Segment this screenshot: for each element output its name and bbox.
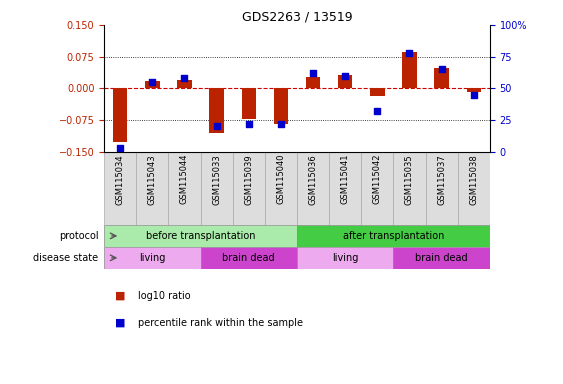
Bar <box>265 152 297 225</box>
Bar <box>297 152 329 225</box>
Point <box>244 121 253 127</box>
Bar <box>145 81 159 88</box>
Point <box>276 121 285 127</box>
Text: GSM115033: GSM115033 <box>212 154 221 205</box>
Bar <box>136 152 168 225</box>
Bar <box>361 152 394 225</box>
Text: GSM115036: GSM115036 <box>309 154 318 205</box>
Bar <box>104 152 136 225</box>
Bar <box>233 152 265 225</box>
Point <box>180 75 189 81</box>
Bar <box>329 152 361 225</box>
Text: brain dead: brain dead <box>415 253 468 263</box>
Bar <box>338 75 352 88</box>
Point <box>341 73 350 79</box>
Text: living: living <box>332 253 359 263</box>
Bar <box>297 225 490 247</box>
Point <box>405 50 414 56</box>
Bar <box>394 247 490 269</box>
Point <box>116 145 125 151</box>
Bar <box>426 152 458 225</box>
Bar <box>394 152 426 225</box>
Text: brain dead: brain dead <box>222 253 275 263</box>
Bar <box>104 247 200 269</box>
Point <box>437 66 446 73</box>
Text: GSM115035: GSM115035 <box>405 154 414 205</box>
Bar <box>297 247 394 269</box>
Text: protocol: protocol <box>59 231 99 241</box>
Point <box>469 92 478 98</box>
Bar <box>306 76 320 88</box>
Text: GSM115040: GSM115040 <box>276 154 285 204</box>
Bar <box>200 247 297 269</box>
Text: ■: ■ <box>115 291 126 301</box>
Title: GDS2263 / 13519: GDS2263 / 13519 <box>242 11 352 24</box>
Text: GSM115034: GSM115034 <box>116 154 125 205</box>
Text: GSM115044: GSM115044 <box>180 154 189 204</box>
Point <box>212 123 221 129</box>
Point <box>148 79 157 85</box>
Text: GSM115043: GSM115043 <box>148 154 157 205</box>
Text: GSM115037: GSM115037 <box>437 154 446 205</box>
Text: GSM115041: GSM115041 <box>341 154 350 204</box>
Bar <box>242 88 256 119</box>
Bar <box>200 152 233 225</box>
Text: GSM115042: GSM115042 <box>373 154 382 204</box>
Point <box>373 108 382 114</box>
Bar <box>274 88 288 124</box>
Text: percentile rank within the sample: percentile rank within the sample <box>138 318 303 328</box>
Text: disease state: disease state <box>33 253 99 263</box>
Bar <box>113 88 127 142</box>
Bar <box>458 152 490 225</box>
Text: ■: ■ <box>115 318 126 328</box>
Bar <box>467 88 481 92</box>
Bar <box>168 152 200 225</box>
Text: GSM115039: GSM115039 <box>244 154 253 205</box>
Point <box>309 70 318 76</box>
Bar <box>370 88 385 96</box>
Bar <box>209 88 224 133</box>
Text: living: living <box>139 253 166 263</box>
Text: before transplantation: before transplantation <box>146 231 255 241</box>
Text: after transplantation: after transplantation <box>343 231 444 241</box>
Text: log10 ratio: log10 ratio <box>138 291 190 301</box>
Bar <box>177 80 192 88</box>
Bar <box>402 53 417 88</box>
Bar <box>435 68 449 88</box>
Text: GSM115038: GSM115038 <box>469 154 478 205</box>
Bar <box>104 225 297 247</box>
